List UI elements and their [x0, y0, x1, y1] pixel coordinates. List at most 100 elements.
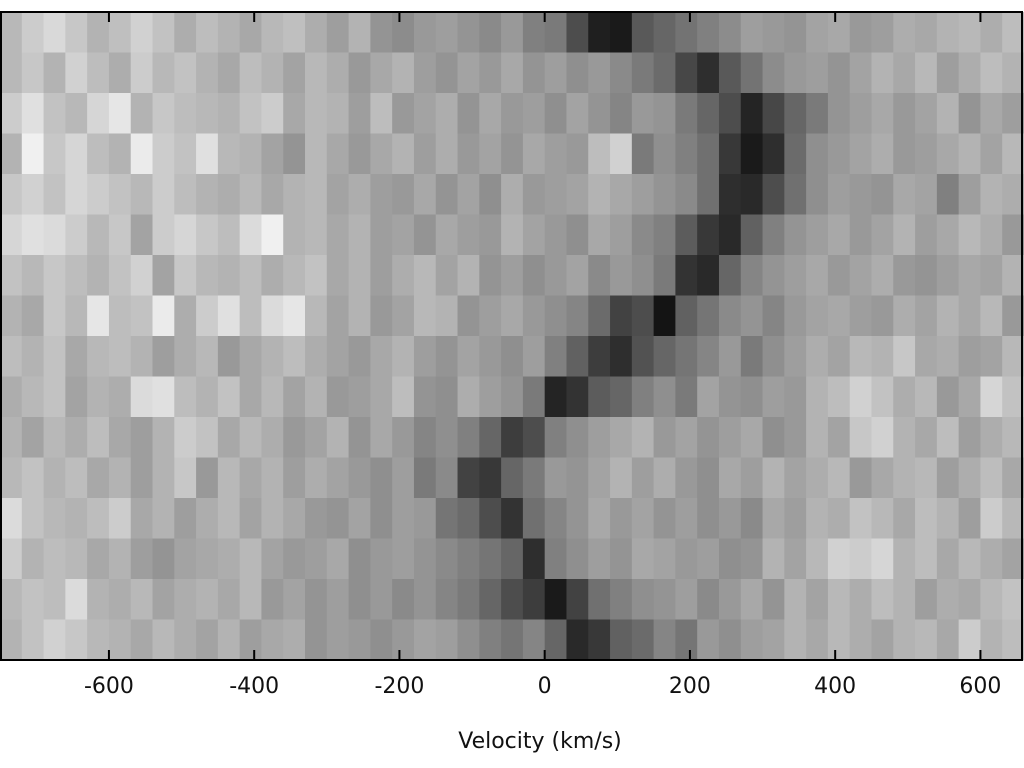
heatmap-cell — [980, 619, 1003, 661]
heatmap-cell — [871, 336, 894, 377]
heatmap-cell — [653, 417, 676, 458]
heatmap-cell — [326, 133, 350, 175]
heatmap-cell — [827, 376, 851, 418]
heatmap-cell — [522, 457, 546, 499]
heatmap-cell — [435, 538, 459, 580]
heatmap-cell — [849, 498, 872, 539]
heatmap-cell — [43, 376, 66, 418]
heatmap-cell — [588, 93, 611, 134]
heatmap-cell — [370, 133, 393, 175]
heatmap-cell — [501, 498, 524, 539]
heatmap-cell — [631, 457, 655, 499]
heatmap-cell — [370, 579, 393, 620]
heatmap-cell — [196, 619, 219, 661]
heatmap-cell — [544, 255, 567, 296]
heatmap-cell — [326, 457, 350, 499]
heatmap-cell — [697, 579, 720, 620]
heatmap-cell — [827, 619, 851, 661]
heatmap-cell — [370, 417, 393, 458]
heatmap-cell — [501, 538, 524, 580]
heatmap-cell — [457, 619, 480, 661]
heatmap-cell — [675, 579, 698, 620]
heatmap-cell — [348, 457, 371, 499]
heatmap-cell — [849, 52, 872, 94]
heatmap-cell — [435, 457, 459, 499]
heatmap-cell — [217, 174, 241, 215]
heatmap-cell — [980, 417, 1003, 458]
heatmap-cell — [196, 214, 219, 256]
heatmap-cell — [784, 174, 807, 215]
heatmap-cell — [152, 93, 175, 134]
heatmap-cell — [130, 336, 154, 377]
heatmap-cell — [1002, 295, 1024, 337]
heatmap-cell — [457, 214, 480, 256]
heatmap-cell — [87, 255, 110, 296]
heatmap-cell — [1002, 52, 1024, 94]
heatmap-cell — [653, 579, 676, 620]
heatmap-cell — [675, 336, 698, 377]
heatmap-cell — [239, 579, 262, 620]
heatmap-cell — [261, 52, 284, 94]
heatmap-cell — [283, 174, 306, 215]
heatmap-cell — [544, 498, 567, 539]
heatmap-cell — [21, 538, 45, 580]
heatmap-cell — [653, 498, 676, 539]
heatmap-cell — [501, 255, 524, 296]
heatmap-cell — [65, 579, 88, 620]
heatmap-cell — [806, 214, 829, 256]
heatmap-cell — [849, 214, 872, 256]
heatmap-cell — [784, 457, 807, 499]
heatmap-cell — [653, 93, 676, 134]
heatmap-cell — [435, 214, 459, 256]
heatmap-cell — [457, 52, 480, 94]
heatmap-cell — [305, 295, 328, 337]
heatmap-cell — [566, 12, 589, 53]
heatmap-cell — [108, 52, 132, 94]
heatmap-cell — [762, 295, 785, 337]
heatmap-cell — [980, 376, 1003, 418]
x-tick-label: 0 — [538, 674, 552, 699]
heatmap-cell — [217, 619, 241, 661]
heatmap-cell — [697, 417, 720, 458]
heatmap-cell — [849, 619, 872, 661]
heatmap-cell — [893, 417, 916, 458]
heatmap-cell — [827, 133, 851, 175]
heatmap-cell — [784, 619, 807, 661]
heatmap-cell — [653, 538, 676, 580]
heatmap-cell — [196, 255, 219, 296]
heatmap-cell — [871, 52, 894, 94]
heatmap-cell — [283, 417, 306, 458]
heatmap-cell — [21, 579, 45, 620]
heatmap-cell — [762, 579, 785, 620]
heatmap-cell — [196, 52, 219, 94]
heatmap-cell — [697, 619, 720, 661]
heatmap-cell — [631, 498, 655, 539]
heatmap-cell — [21, 174, 45, 215]
heatmap-cell — [566, 579, 589, 620]
heatmap-cell — [980, 174, 1003, 215]
heatmap-cell — [936, 336, 960, 377]
heatmap-cell — [762, 174, 785, 215]
heatmap-cell — [827, 93, 851, 134]
heatmap-cell — [740, 417, 764, 458]
heatmap-cell — [348, 336, 371, 377]
heatmap-cell — [305, 498, 328, 539]
heatmap-cell — [217, 376, 241, 418]
heatmap-cell — [261, 174, 284, 215]
heatmap-cell — [610, 295, 633, 337]
heatmap-cell — [392, 457, 415, 499]
heatmap-cell — [501, 133, 524, 175]
heatmap-cell — [43, 214, 66, 256]
heatmap-cell — [610, 579, 633, 620]
x-tick-label: 400 — [814, 674, 856, 699]
heatmap-cell — [697, 457, 720, 499]
heatmap-cell — [566, 133, 589, 175]
heatmap-cell — [196, 417, 219, 458]
heatmap-cell — [544, 93, 567, 134]
heatmap-cell — [413, 457, 437, 499]
heatmap-cell — [740, 255, 764, 296]
heatmap-cell — [457, 174, 480, 215]
heatmap-cell — [806, 133, 829, 175]
heatmap-cell — [980, 133, 1003, 175]
heatmap-cell — [283, 538, 306, 580]
